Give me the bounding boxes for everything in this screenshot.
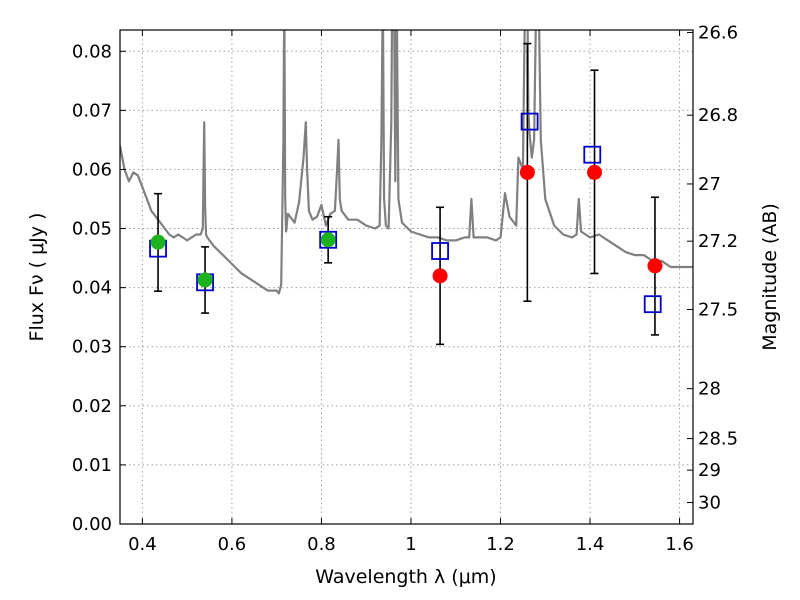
model-photometry-square <box>643 295 662 314</box>
x-tick-label: 1 <box>405 534 416 555</box>
right-tick-label: 27.2 <box>698 231 738 252</box>
y-tick-label: 0.07 <box>72 100 112 121</box>
right-tick-label: 29 <box>698 460 721 481</box>
model-photometry-square <box>583 145 602 164</box>
y-tick-label: 0.03 <box>72 337 112 358</box>
model-photometry-square <box>431 242 449 260</box>
model-photometry-square <box>520 112 539 131</box>
x-tick-label: 0.8 <box>307 534 336 555</box>
x-tick-label: 1.6 <box>665 534 694 555</box>
right-tick-label: 30 <box>698 493 721 514</box>
model-photometry-square <box>319 230 338 249</box>
y-tick-label: 0.08 <box>72 41 112 62</box>
x-tick-label: 0.4 <box>128 534 157 555</box>
infrared-point <box>587 164 603 180</box>
data-points-layer <box>149 42 663 346</box>
plot-frame <box>119 29 694 525</box>
y-axis-label: Flux Fν ( μJy ) <box>26 213 48 342</box>
right-tick-label: 28 <box>698 379 721 400</box>
right-tick-label: 26.6 <box>698 23 738 44</box>
x-axis-label: Wavelength λ (μm) <box>315 566 496 588</box>
optical-point <box>150 234 166 250</box>
right-tick-label: 26.8 <box>698 105 738 126</box>
right-axis-label: Magnitude (AB) <box>759 203 781 351</box>
right-tick-label: 27.5 <box>698 299 738 320</box>
axis-ticks: 0.4 0.6 0.8 1 1.2 1.4 1.6 0.00 0.01 0.02 0.03 0.04 0… <box>72 23 738 555</box>
y-tick-label: 0.06 <box>72 159 112 180</box>
x-tick-label: 1.4 <box>576 534 605 555</box>
x-tick-label: 1.2 <box>486 534 515 555</box>
right-tick-label: 27 <box>698 174 721 195</box>
infrared-point <box>432 268 448 284</box>
model-sed-layer <box>120 30 693 295</box>
y-tick-label: 0.04 <box>72 278 112 299</box>
optical-point <box>320 232 336 248</box>
optical-point <box>197 272 213 288</box>
y-tick-label: 0.05 <box>72 219 112 240</box>
right-tick-label: 28.5 <box>698 429 738 450</box>
model-sed-line <box>120 30 693 295</box>
x-tick-label: 0.6 <box>218 534 247 555</box>
infrared-point <box>647 258 663 274</box>
infrared-point <box>519 164 535 180</box>
y-tick-label: 0.00 <box>72 514 112 535</box>
y-tick-label: 0.02 <box>72 396 112 417</box>
y-tick-label: 0.01 <box>72 455 112 476</box>
